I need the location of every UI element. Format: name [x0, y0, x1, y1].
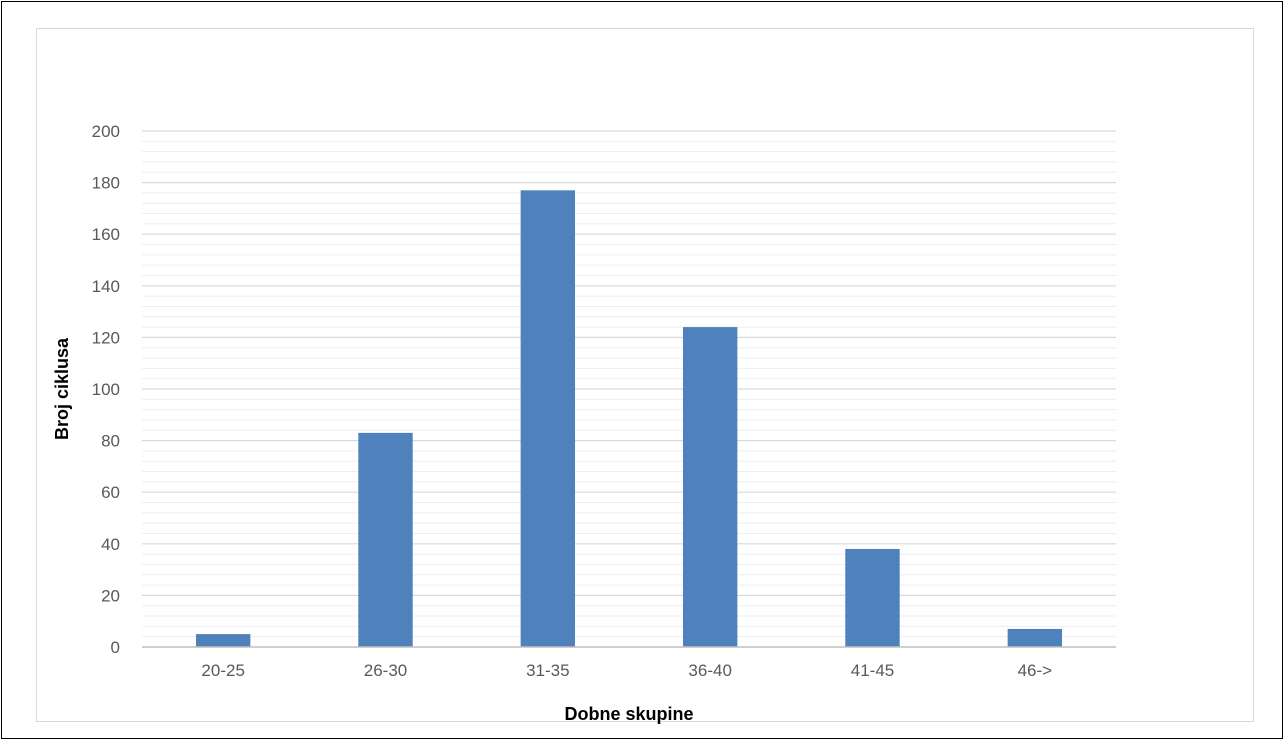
- gridlines: [142, 130, 1116, 638]
- y-tick-label: 0: [111, 638, 120, 657]
- y-tick-label: 160: [92, 225, 120, 244]
- y-tick-label: 40: [101, 535, 120, 554]
- y-tick-label: 20: [101, 586, 120, 605]
- y-tick-label: 80: [101, 432, 120, 451]
- bar-41-45: [845, 548, 900, 647]
- chart-area: [36, 28, 1254, 722]
- bars: [195, 190, 1063, 647]
- bar-36-40: [682, 327, 738, 647]
- bar-20-25: [195, 634, 251, 647]
- x-tick-label: 46->: [1018, 661, 1053, 680]
- y-axis-title: Broj ciklusa: [52, 337, 72, 440]
- y-tick-labels: 0 20 40 60 80 100 120 140 160 180 200: [92, 122, 120, 657]
- x-tick-label: 31-35: [526, 661, 569, 680]
- x-tick-labels: 20-25 26-30 31-35 36-40 41-45 46->: [201, 661, 1052, 680]
- x-tick-label: 26-30: [364, 661, 407, 680]
- x-axis-title: Dobne skupine: [564, 704, 693, 724]
- y-tick-label: 120: [92, 328, 120, 347]
- x-tick-label: 36-40: [688, 661, 731, 680]
- x-tick-label: 20-25: [201, 661, 244, 680]
- y-tick-label: 200: [92, 122, 120, 141]
- x-tick-label: 41-45: [851, 661, 894, 680]
- bar-46->: [1007, 628, 1063, 647]
- bar-31-35: [520, 190, 576, 647]
- y-tick-label: 140: [92, 277, 120, 296]
- y-tick-label: 60: [101, 483, 120, 502]
- bar-26-30: [358, 432, 413, 647]
- y-tick-label: 180: [92, 174, 120, 193]
- y-tick-label: 100: [92, 380, 120, 399]
